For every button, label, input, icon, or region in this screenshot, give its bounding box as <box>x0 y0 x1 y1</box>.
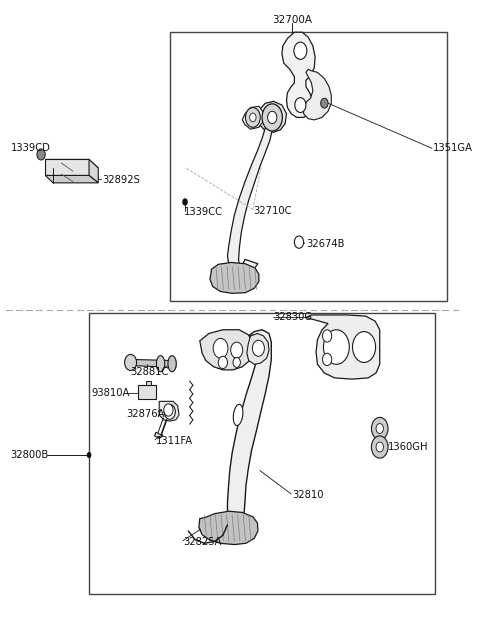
Polygon shape <box>159 401 179 421</box>
Text: 32825A: 32825A <box>184 537 222 547</box>
Circle shape <box>37 149 45 160</box>
Polygon shape <box>89 159 98 183</box>
Text: 32710C: 32710C <box>253 206 291 216</box>
Circle shape <box>87 452 91 458</box>
Circle shape <box>323 330 332 342</box>
Polygon shape <box>257 102 287 132</box>
Text: 1339CC: 1339CC <box>184 208 223 218</box>
Circle shape <box>252 340 264 356</box>
Polygon shape <box>199 512 258 544</box>
Ellipse shape <box>233 404 243 425</box>
Circle shape <box>245 107 260 127</box>
Circle shape <box>125 355 137 371</box>
Circle shape <box>321 99 328 108</box>
Circle shape <box>324 330 349 365</box>
Text: 1360GH: 1360GH <box>388 442 429 452</box>
Circle shape <box>268 111 277 123</box>
Text: 32800B: 32800B <box>11 450 49 460</box>
Polygon shape <box>247 334 269 365</box>
Circle shape <box>164 404 173 416</box>
Ellipse shape <box>156 356 165 372</box>
Polygon shape <box>200 330 253 370</box>
Polygon shape <box>210 262 259 293</box>
Circle shape <box>262 104 282 131</box>
Polygon shape <box>242 106 264 129</box>
Polygon shape <box>282 32 315 117</box>
Ellipse shape <box>168 356 176 372</box>
Circle shape <box>295 98 306 112</box>
Polygon shape <box>228 128 272 271</box>
Polygon shape <box>155 432 163 438</box>
Circle shape <box>250 113 256 122</box>
Circle shape <box>372 436 388 458</box>
Bar <box>170 32 447 301</box>
Circle shape <box>233 358 240 368</box>
Polygon shape <box>45 159 98 168</box>
Polygon shape <box>45 175 98 183</box>
Circle shape <box>376 442 384 452</box>
Circle shape <box>218 356 228 369</box>
Circle shape <box>352 332 375 363</box>
Circle shape <box>376 423 384 433</box>
Circle shape <box>294 42 307 60</box>
Polygon shape <box>137 385 156 399</box>
Polygon shape <box>228 330 271 525</box>
Text: 32892S: 32892S <box>102 175 140 185</box>
Text: 1339CD: 1339CD <box>11 143 50 153</box>
Polygon shape <box>146 381 151 385</box>
Text: 32674B: 32674B <box>306 239 345 249</box>
Polygon shape <box>45 159 89 175</box>
Text: 32881C: 32881C <box>131 367 169 377</box>
Text: 32700A: 32700A <box>272 15 312 25</box>
Circle shape <box>294 236 304 248</box>
Circle shape <box>182 198 188 206</box>
Circle shape <box>231 342 243 358</box>
Circle shape <box>164 404 175 419</box>
Circle shape <box>323 353 332 366</box>
Polygon shape <box>304 69 331 120</box>
Text: 93810A: 93810A <box>91 388 130 397</box>
Polygon shape <box>130 360 176 368</box>
Bar <box>89 313 435 594</box>
Text: 32830G: 32830G <box>274 312 313 322</box>
Polygon shape <box>306 315 380 379</box>
Text: 1351GA: 1351GA <box>433 143 473 153</box>
Text: 32810: 32810 <box>292 490 324 500</box>
Circle shape <box>213 339 228 358</box>
Text: 32876A: 32876A <box>126 409 165 419</box>
Text: 1311FA: 1311FA <box>156 436 193 446</box>
Circle shape <box>372 417 388 440</box>
